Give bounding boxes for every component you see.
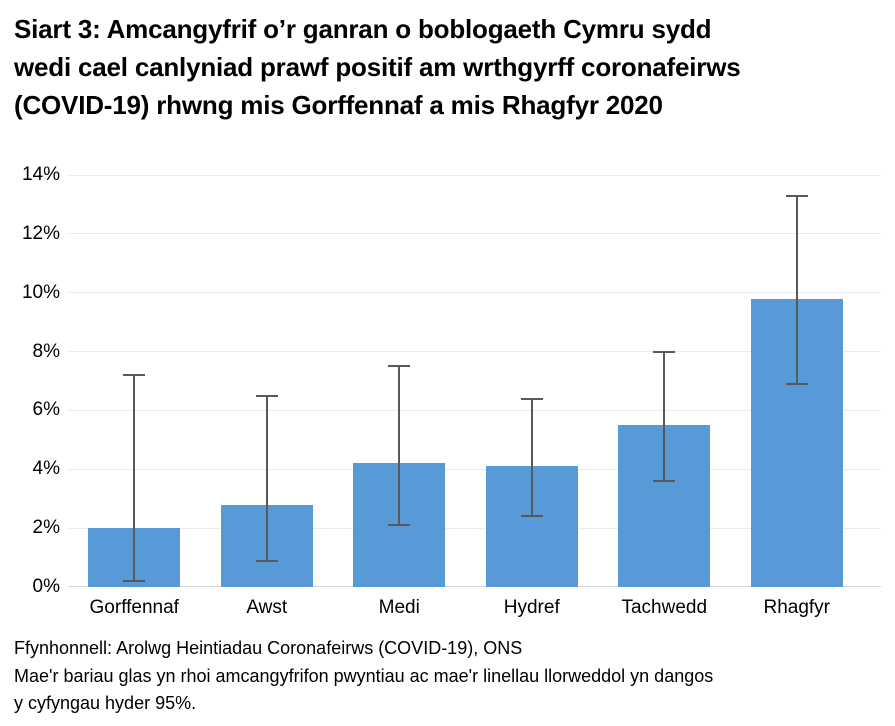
chart-title-line-1: Siart 3: Amcangyfrif o’r ganran o boblog… [14,14,712,44]
y-tick-label: 2% [32,517,60,539]
gridline [68,527,881,529]
gridline [68,174,881,176]
note-line-2: y cyfyngau hyder 95%. [14,693,197,713]
y-tick-label: 10% [21,281,60,303]
error-bar [133,375,136,582]
error-bar [398,366,401,526]
error-bar-cap-top [785,194,808,197]
error-bar-cap-bottom [388,524,411,527]
error-bar-cap-top [520,397,543,400]
error-bar [663,351,666,482]
gridline [68,292,881,294]
x-tick-label: Hydref [503,597,560,618]
x-tick-label: Rhagfyr [763,597,831,618]
y-tick-label: 0% [32,576,60,597]
y-tick-label: 4% [32,458,60,480]
x-tick-label: Medi [378,597,420,618]
bar-chart: 0% 2% 4% 6% 8% 10% 12% 14% Gorffennaf Awst Medi Hyd… [14,152,881,626]
x-tick-label: Gorffennaf [89,597,179,618]
error-bar [795,195,798,384]
error-bar-cap-bottom [255,559,278,562]
error-bar-cap-bottom [653,480,676,483]
error-bar [265,395,268,561]
error-bar [530,398,533,517]
note-text: Mae'r bariau glas yn rhoi amcangyfrifon … [14,663,881,717]
error-bar-cap-bottom [785,382,808,385]
error-bar-cap-top [255,394,278,397]
gridline [68,409,881,411]
error-bar-cap-bottom [520,515,543,518]
note-line-1: Mae'r bariau glas yn rhoi amcangyfrifon … [14,666,714,686]
plot-area [68,174,881,587]
chart-title-line-3: (COVID-19) rhwng mis Gorffennaf a mis Rh… [14,90,663,120]
y-tick-label: 12% [21,222,60,244]
x-tick-label: Awst [246,597,288,618]
source-text: Ffynhonnell: Arolwg Heintiadau Coronafei… [14,638,523,658]
y-tick-label: 6% [32,399,60,421]
error-bar-cap-top [653,350,676,353]
chart-title-line-2: wedi cael canlyniad prawf positif am wrt… [14,52,741,82]
x-axis-line [68,586,881,587]
error-bar-cap-top [388,365,411,368]
gridline [68,351,881,353]
y-tick-label: 14% [21,164,60,185]
chart-title: Siart 3: Amcangyfrif o’r ganran o boblog… [14,10,881,124]
y-tick-label: 8% [32,340,60,362]
gridline [68,233,881,235]
gridline [68,468,881,470]
error-bar-cap-top [123,374,146,377]
error-bar-cap-bottom [123,580,146,583]
x-tick-label: Tachwedd [621,597,708,618]
